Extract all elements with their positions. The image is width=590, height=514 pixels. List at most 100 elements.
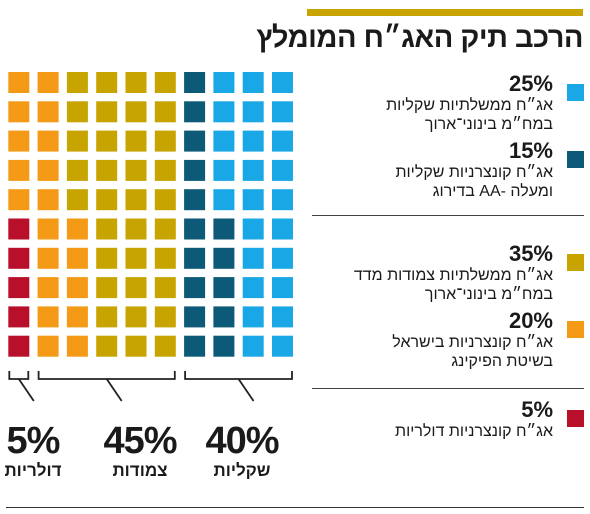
waffle-cell-israel-corporate	[66, 277, 88, 299]
waffle-cell-dollar-corporate	[8, 335, 30, 357]
waffle-cell-cpi-government	[125, 72, 147, 93]
waffle-cell-cpi-government	[154, 101, 176, 123]
waffle-cell-shekel-government	[272, 277, 293, 299]
waffle-cell-israel-corporate	[37, 189, 59, 211]
waffle-cell-shekel-government	[242, 277, 264, 299]
waffle-cell-shekel-government	[272, 218, 293, 240]
legend-item-cpi-government: 35% אג״ח ממשלתיות צמודות מדד במח״מ בינונ…	[312, 242, 584, 309]
group-pct-shekel: 40%	[205, 420, 279, 462]
group-bracket-2	[8, 371, 35, 402]
waffle-cell-shekel-corporate	[184, 247, 206, 269]
waffle-cell-cpi-government	[96, 335, 118, 357]
legend-swatch	[567, 151, 584, 168]
waffle-cell-cpi-government	[154, 130, 176, 152]
waffle-cell-shekel-government	[242, 189, 264, 211]
legend-desc-line2: בדירוג AA- ומעלה	[432, 183, 553, 200]
legend-item-shekel-government: 25% אג״ח ממשלתיות שקליות במח״מ בינוני־אר…	[312, 72, 584, 139]
legend-desc-line1: אג״ח קונצרניות בישראל	[392, 334, 553, 351]
legend-desc-line2: במח״מ בינוני־ארוך	[424, 116, 553, 133]
bottom-rule	[6, 507, 584, 508]
waffle-cell-israel-corporate	[66, 218, 88, 240]
group-bracket-0	[184, 371, 293, 402]
waffle-cell-shekel-corporate	[213, 218, 235, 240]
waffle-cell-shekel-government	[242, 218, 264, 240]
group-label-shekel: שקליות	[213, 461, 271, 480]
waffle-cell-cpi-government	[125, 247, 147, 269]
waffle-cell-shekel-government	[242, 159, 264, 181]
waffle-cell-cpi-government	[125, 277, 147, 299]
waffle-cell-dollar-corporate	[8, 247, 30, 269]
waffle-cell-cpi-government	[125, 130, 147, 152]
legend-pct: 20%	[508, 308, 553, 333]
waffle-cell-cpi-government	[154, 306, 176, 328]
waffle-cell-dollar-corporate	[8, 306, 30, 328]
waffle-cell-cpi-government	[66, 72, 88, 93]
chart-title: הרכב תיק האג״ח המומלץ	[256, 22, 583, 54]
waffle-cell-israel-corporate	[37, 277, 59, 299]
waffle-cell-israel-corporate	[66, 306, 88, 328]
waffle-cell-israel-corporate	[8, 189, 30, 211]
group-label-linked: צמודות	[112, 461, 168, 480]
waffle-cell-shekel-government	[213, 130, 235, 152]
group-pct-dollar: 5%	[6, 420, 61, 462]
waffle-cell-cpi-government	[96, 306, 118, 328]
legend-desc-line1: אג״ח ממשלתיות שקליות	[386, 97, 553, 114]
waffle-cell-shekel-government	[272, 72, 293, 93]
legend-pct: 35%	[508, 241, 553, 266]
legend-divider	[312, 215, 584, 216]
waffle-cell-shekel-government	[213, 72, 235, 93]
legend-desc-line1: אג״ח קונצרניות שקליות	[395, 164, 553, 181]
waffle-cell-israel-corporate	[37, 159, 59, 181]
waffle-cell-cpi-government	[66, 130, 88, 152]
waffle-cell-israel-corporate	[37, 335, 59, 357]
waffle-cell-cpi-government	[96, 130, 118, 152]
waffle-cell-cpi-government	[154, 277, 176, 299]
waffle-cell-cpi-government	[96, 247, 118, 269]
waffle-cell-israel-corporate	[8, 130, 30, 152]
waffle-cell-dollar-corporate	[8, 277, 30, 299]
legend-pct: 25%	[508, 71, 553, 96]
group-label-dollar: דולריות	[4, 461, 62, 480]
legend-swatch	[567, 84, 584, 101]
waffle-cell-cpi-government	[96, 159, 118, 181]
waffle-cell-shekel-government	[213, 159, 235, 181]
waffle-cell-shekel-government	[242, 306, 264, 328]
waffle-cell-shekel-government	[213, 189, 235, 211]
waffle-cell-cpi-government	[154, 247, 176, 269]
waffle-cell-shekel-government	[272, 247, 293, 269]
waffle-cell-shekel-government	[272, 159, 293, 181]
waffle-cell-cpi-government	[154, 335, 176, 357]
waffle-cell-shekel-government	[272, 101, 293, 123]
waffle-cell-cpi-government	[96, 72, 118, 93]
waffle-cell-israel-corporate	[8, 159, 30, 181]
legend: 25% אג״ח ממשלתיות שקליות במח״מ בינוני־אר…	[312, 72, 584, 465]
group-pct-linked: 45%	[103, 420, 177, 462]
waffle-cell-shekel-corporate	[213, 306, 235, 328]
waffle-cell-israel-corporate	[37, 218, 59, 240]
legend-desc-line1: אג״ח קונצרניות דולריות	[395, 423, 553, 440]
waffle-cell-shekel-government	[242, 72, 264, 93]
waffle-cell-israel-corporate	[37, 306, 59, 328]
waffle-cell-shekel-government	[272, 130, 293, 152]
waffle-cell-shekel-government	[272, 189, 293, 211]
waffle-cell-cpi-government	[125, 189, 147, 211]
waffle-cell-cpi-government	[125, 218, 147, 240]
waffle-cell-shekel-corporate	[184, 218, 206, 240]
waffle-cell-israel-corporate	[66, 247, 88, 269]
waffle-cell-israel-corporate	[8, 101, 30, 123]
waffle-cell-shekel-corporate	[184, 306, 206, 328]
waffle-cell-shekel-government	[242, 247, 264, 269]
waffle-cell-israel-corporate	[8, 72, 30, 93]
waffle-cell-shekel-corporate	[184, 130, 206, 152]
waffle-cell-cpi-government	[154, 189, 176, 211]
waffle-cell-cpi-government	[154, 72, 176, 93]
waffle-cell-cpi-government	[66, 101, 88, 123]
waffle-cell-cpi-government	[66, 189, 88, 211]
waffle-cell-israel-corporate	[66, 335, 88, 357]
waffle-cell-cpi-government	[125, 101, 147, 123]
waffle-cell-shekel-corporate	[184, 72, 206, 93]
legend-desc-line2: בשיטת הפיקינג	[451, 353, 553, 370]
waffle-cell-shekel-government	[272, 306, 293, 328]
legend-swatch	[567, 410, 584, 427]
waffle-cell-shekel-corporate	[184, 101, 206, 123]
